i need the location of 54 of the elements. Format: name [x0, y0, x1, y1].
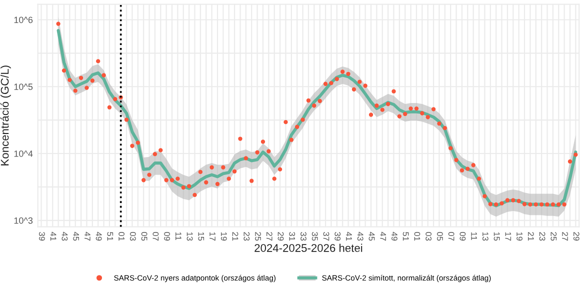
x-tick-label: 51 — [402, 232, 409, 241]
x-tick-label: 45 — [368, 232, 375, 241]
x-tick-label: 17 — [210, 232, 216, 241]
x-tick-label: 25 — [550, 232, 557, 241]
x-tick-label: 15 — [494, 232, 500, 241]
x-tick-label: 29 — [573, 232, 580, 241]
x-tick-label: 29 — [278, 232, 284, 241]
y-tick-label: 10^6 — [14, 16, 33, 24]
x-tick-label: 49 — [96, 232, 102, 241]
x-tick-label: 13 — [482, 232, 488, 241]
x-tick-label: 19 — [220, 232, 227, 241]
x-tick-label: 25 — [255, 232, 261, 241]
x-tick-label: 09 — [164, 232, 170, 241]
y-axis-title: Koncentráció (GC/L) — [0, 66, 11, 166]
x-tick-label: 13 — [186, 232, 193, 241]
x-tick-label: 27 — [562, 232, 568, 241]
x-tick-label: 05 — [436, 232, 443, 241]
x-tick-label: 15 — [198, 232, 204, 241]
x-tick-label: 23 — [244, 232, 250, 241]
x-tick-label: 41 — [346, 232, 352, 241]
x-tick-label: 07 — [152, 232, 159, 241]
x-tick-label: 09 — [460, 232, 466, 241]
x-tick-label: 21 — [528, 232, 534, 241]
x-tick-label: 51 — [107, 232, 114, 241]
x-tick-label: 27 — [266, 232, 272, 241]
y-tick-label: 10^3 — [14, 217, 33, 224]
x-tick-label: 47 — [84, 232, 90, 241]
x-tick-label: 07 — [448, 232, 454, 241]
x-tick-label: 11 — [176, 232, 182, 240]
x-tick-label: 43 — [62, 232, 68, 241]
x-tick-label: 11 — [471, 232, 477, 240]
x-tick-label: 31 — [289, 232, 296, 241]
x-tick-label: 21 — [232, 232, 238, 241]
x-tick-label: 01 — [414, 232, 420, 241]
x-tick-label: 05 — [141, 232, 148, 241]
x-tick-label: 23 — [539, 232, 546, 241]
x-tick-label: 19 — [516, 232, 522, 241]
x-tick-label: 39 — [334, 232, 341, 241]
x-tick-label: 45 — [73, 232, 79, 241]
x-tick-label: 33 — [300, 232, 306, 241]
x-tick-label: 37 — [323, 232, 330, 241]
x-tick-label: 35 — [312, 232, 318, 241]
x-tick-label: 49 — [392, 232, 398, 241]
x-tick-label: 41 — [50, 232, 56, 241]
x-tick-label: 17 — [505, 232, 512, 241]
x-tick-label: 03 — [426, 232, 432, 241]
x-axis-title: 2024-2025-2026 hetei — [254, 244, 362, 252]
x-tick-label: 01 — [118, 232, 124, 241]
y-tick-label: 10^4 — [14, 150, 33, 157]
x-tick-label: 39 — [39, 232, 45, 241]
y-tick-label: 10^5 — [14, 84, 33, 90]
x-tick-label: 03 — [130, 232, 136, 241]
x-tick-label: 47 — [380, 232, 386, 241]
x-tick-label: 43 — [357, 232, 364, 241]
